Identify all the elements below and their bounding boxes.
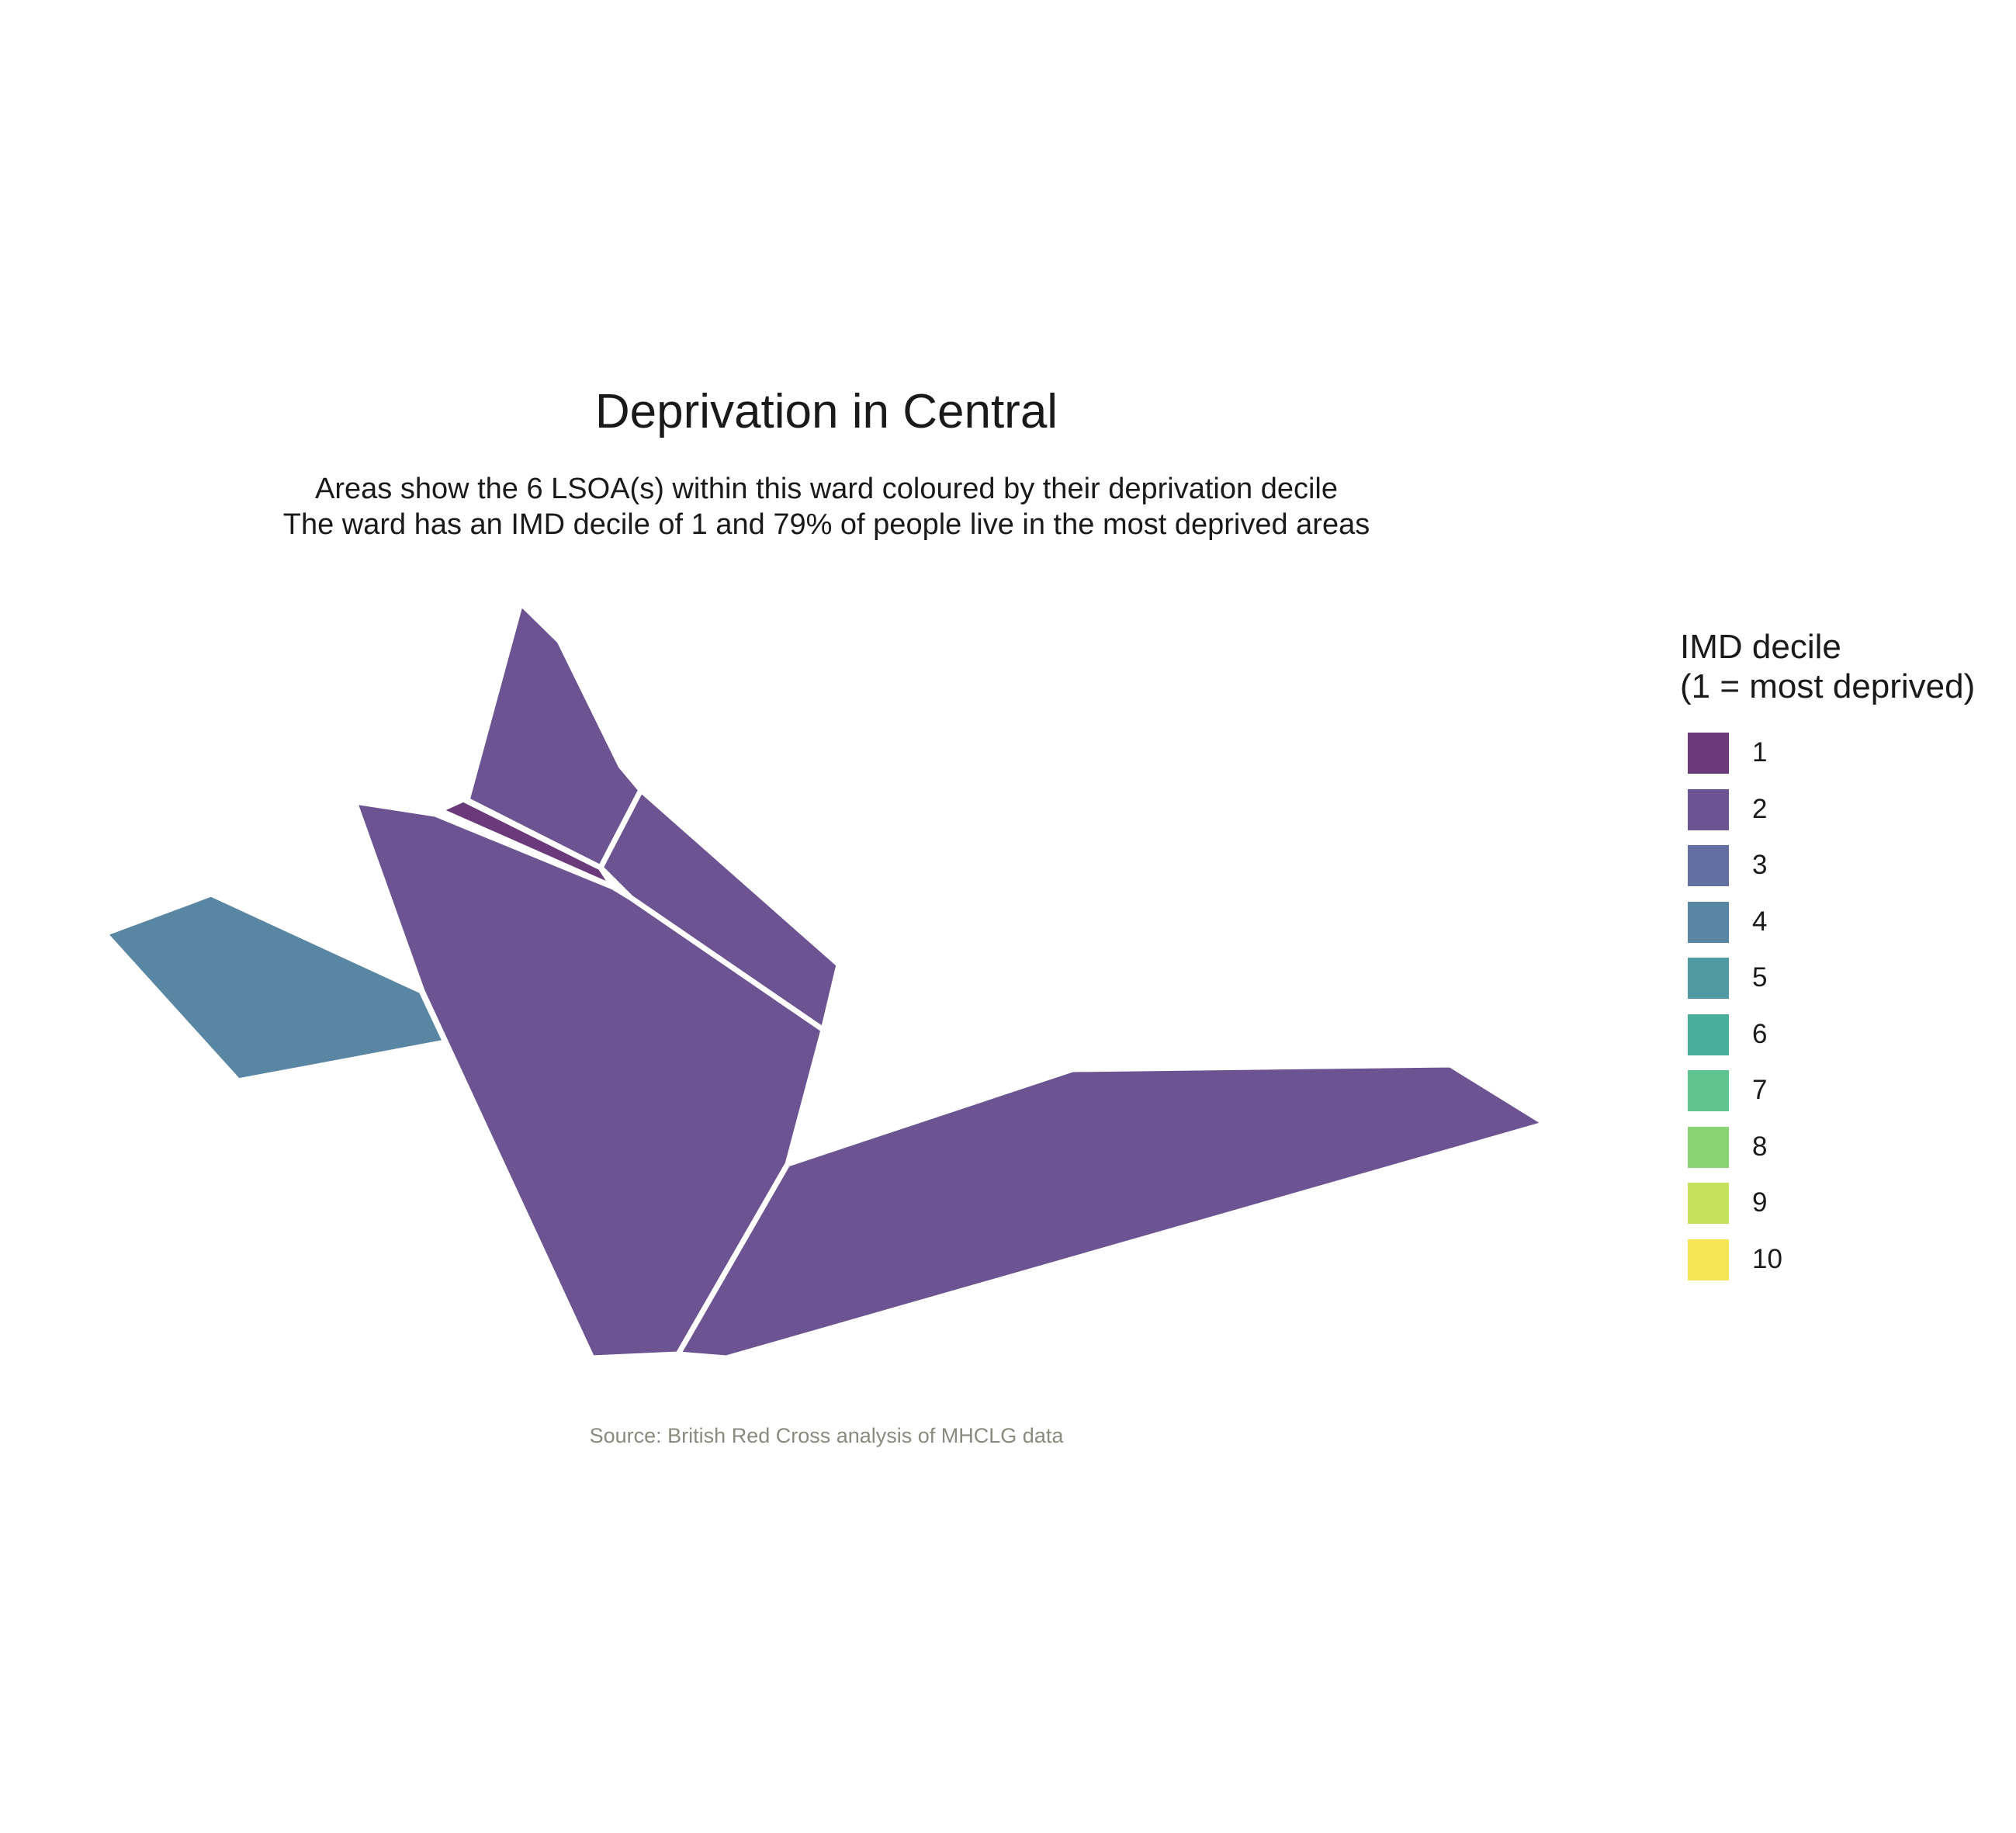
legend-swatch xyxy=(1688,1183,1729,1224)
legend-item: 7 xyxy=(1680,1070,1975,1127)
subtitle-line-2: The ward has an IMD decile of 1 and 79% … xyxy=(282,508,1370,541)
legend-label: 3 xyxy=(1752,850,1768,880)
map-title: Deprivation in Central xyxy=(594,385,1058,438)
legend-label: 7 xyxy=(1752,1075,1768,1105)
lsoa-area-west xyxy=(102,891,449,1084)
legend-label: 2 xyxy=(1752,793,1768,824)
legend-item: 1 xyxy=(1680,733,1975,789)
source-caption: Source: British Red Cross analysis of MH… xyxy=(589,1424,1064,1447)
legend-label: 9 xyxy=(1752,1187,1768,1218)
subtitle-line-1: Areas show the 6 LSOA(s) within this war… xyxy=(315,473,1338,505)
lsoa-area-southeast xyxy=(675,1062,1549,1361)
legend-swatch xyxy=(1688,788,1729,830)
legend-label: 1 xyxy=(1752,737,1768,768)
legend-title: IMD decile (1 = most deprived) xyxy=(1680,627,1975,706)
legend-item: 10 xyxy=(1680,1239,1975,1296)
legend-label: 10 xyxy=(1752,1243,1782,1274)
legend-items: 1 2 3 4 5 6 7 8 9 10 xyxy=(1680,733,1975,1295)
legend-swatch xyxy=(1688,958,1729,999)
legend-item: 2 xyxy=(1680,788,1975,846)
legend-swatch xyxy=(1688,1070,1729,1111)
legend-swatch xyxy=(1688,1014,1729,1055)
legend-item: 8 xyxy=(1680,1126,1975,1183)
map-subtitle: Areas show the 6 LSOA(s) within this war… xyxy=(0,471,1653,542)
legend-label: 6 xyxy=(1752,1018,1768,1049)
legend-label: 4 xyxy=(1752,906,1768,937)
legend-label: 5 xyxy=(1752,962,1768,993)
legend-item: 4 xyxy=(1680,901,1975,958)
legend-title-line-1: IMD decile xyxy=(1680,628,1841,666)
legend-swatch xyxy=(1688,1126,1729,1168)
legend-label: 8 xyxy=(1752,1131,1768,1162)
legend: IMD decile (1 = most deprived) 1 2 3 4 5… xyxy=(1680,627,1975,1295)
legend-title-line-2: (1 = most deprived) xyxy=(1680,667,1976,705)
legend-swatch xyxy=(1688,1239,1729,1280)
legend-item: 5 xyxy=(1680,958,1975,1014)
legend-item: 6 xyxy=(1680,1014,1975,1071)
lsoa-area-central xyxy=(352,799,826,1361)
legend-item: 3 xyxy=(1680,845,1975,902)
legend-swatch xyxy=(1688,845,1729,886)
legend-swatch xyxy=(1688,733,1729,774)
legend-item: 9 xyxy=(1680,1183,1975,1239)
legend-swatch xyxy=(1688,901,1729,943)
